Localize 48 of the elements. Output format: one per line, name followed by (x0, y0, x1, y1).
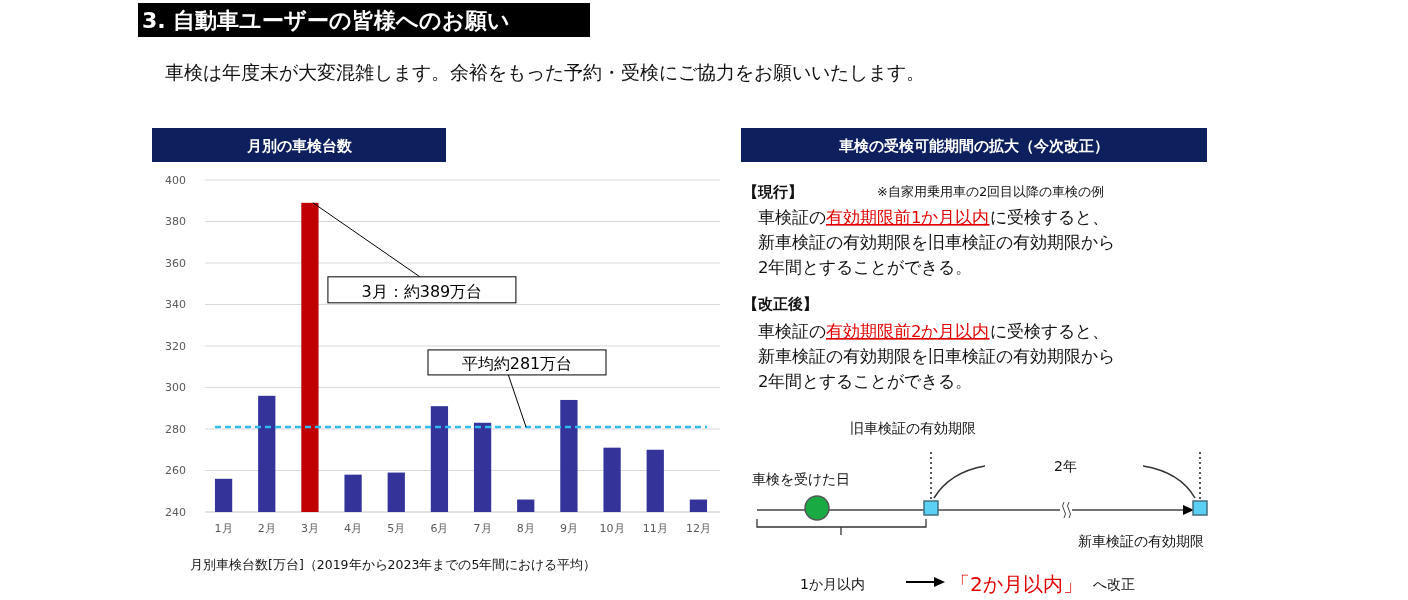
text: 3. 自動車ユーザーの皆様へのお願い (142, 8, 511, 33)
text: 新車検証の有効期限 (1078, 533, 1204, 549)
y-tick-label: 380 (165, 215, 186, 229)
y-tick-label: 340 (165, 298, 186, 312)
ref-line-label: 平均約281万台 (461, 353, 573, 373)
y-tick-label: 260 (165, 464, 186, 478)
text: 2年間とすることができる。 (758, 258, 973, 277)
text: 旧車検証の有効期限 (850, 420, 976, 436)
text: 有効期限前2か月以内 (826, 322, 990, 341)
x-tick-label: 2月 (257, 522, 276, 535)
y-tick-label: 360 (165, 256, 186, 270)
annotation: 3月：約389万台 (361, 281, 483, 301)
y-tick-label: 300 (165, 381, 186, 395)
text: ※自家用乗用車の2回目以降の車検の例 (877, 184, 1105, 199)
text: 車検を受けた日 (752, 471, 850, 487)
x-tick-label: 5月 (387, 522, 406, 535)
y-tick-label: 240 (165, 505, 186, 519)
text: 車検の受検可能期間の拡大（今次改正） (838, 137, 1109, 155)
x-tick-label: 11月 (642, 522, 668, 535)
x-tick-label: 9月 (559, 522, 578, 535)
x-tick-label: 4月 (344, 522, 363, 535)
x-tick-label: 12月 (685, 522, 711, 535)
text: 車検証の (758, 208, 826, 227)
text: 【現行】 (743, 183, 803, 201)
chart-title: 月別の車検台数 (245, 137, 353, 155)
text: 1か月以内 (800, 576, 865, 592)
text: へ改正 (1093, 576, 1135, 592)
text: 新車検証の有効期限を旧車検証の有効期限から (758, 347, 1115, 366)
y-tick-label: 400 (165, 173, 186, 187)
text: 【改正後】 (743, 295, 818, 313)
text: 2年 (1054, 458, 1077, 474)
x-tick-label: 10月 (599, 522, 625, 535)
y-tick-label: 280 (165, 422, 186, 436)
text: 有効期限前1か月以内 (826, 208, 990, 227)
text: 「2か月以内」 (950, 572, 1083, 596)
x-tick-label: 3月 (300, 522, 319, 535)
text: 車検は年度末が大変混雑します。余裕をもった予約・受検にご協力をお願いいたします。 (165, 61, 925, 83)
text: に受検すると、 (989, 208, 1109, 227)
y-tick-label: 320 (165, 339, 186, 353)
x-axis-title: 月別車検台数[万台]（2019年から2023年までの5年間における平均） (190, 557, 597, 572)
text: 車検証の (758, 322, 826, 341)
text: に受検すると、 (989, 322, 1109, 341)
x-tick-label: 7月 (473, 522, 492, 535)
text: 新車検証の有効期限を旧車検証の有効期限から (758, 233, 1115, 252)
x-tick-label: 1月 (214, 522, 233, 535)
x-tick-label: 8月 (516, 522, 535, 535)
text: 2年間とすることができる。 (758, 372, 973, 391)
x-tick-label: 6月 (430, 522, 449, 535)
